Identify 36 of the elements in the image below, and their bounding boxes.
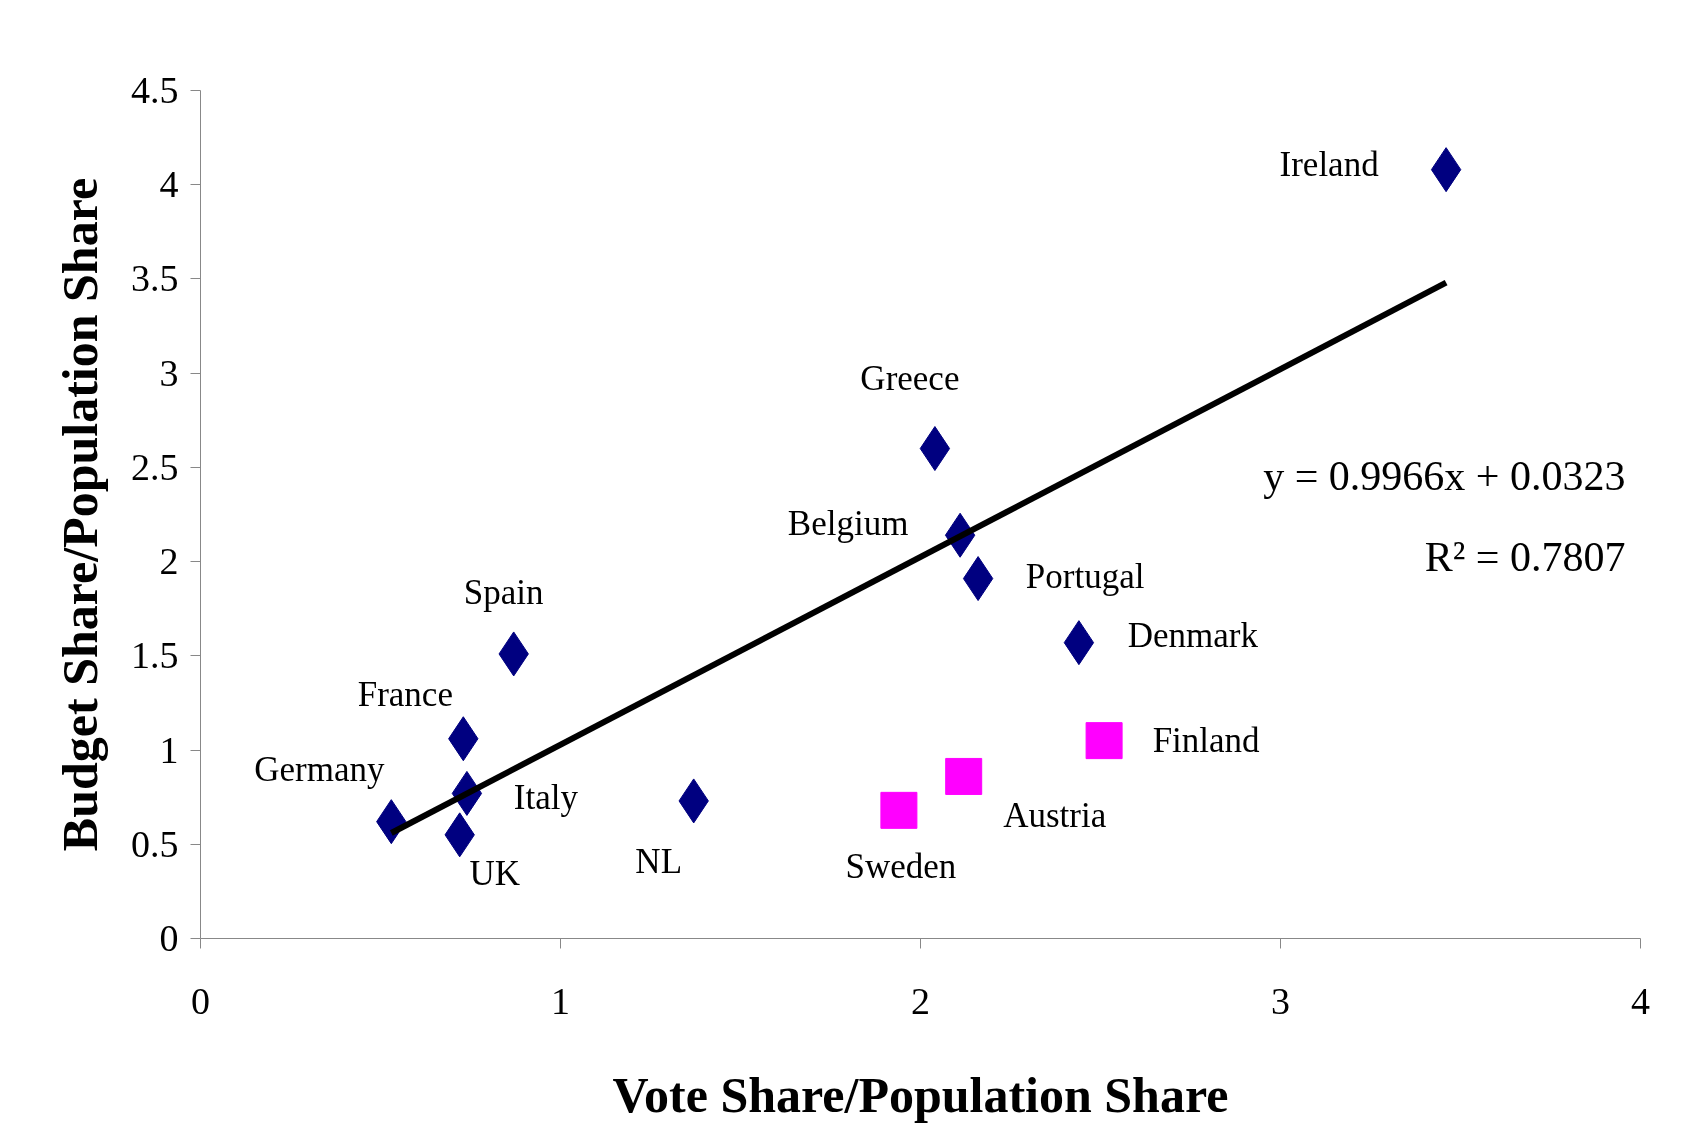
y-tick-label: 4 [159, 163, 179, 206]
annotation: Austria [1003, 795, 1107, 835]
point [945, 757, 983, 795]
y-tick-label: 3 [159, 351, 179, 394]
point [880, 791, 918, 829]
y-axis-title: Budget Share/Population Share [52, 177, 108, 852]
annotation: NL [635, 842, 683, 882]
annotation: Ireland [1279, 145, 1380, 185]
x-tick-label: 2 [911, 979, 930, 1022]
annotation: y = 0.9966x + 0.0323 [1263, 453, 1626, 500]
annotation: France [357, 675, 453, 715]
annotation: Belgium [787, 503, 909, 543]
annotation: UK [469, 854, 520, 894]
annotation: Denmark [1127, 616, 1259, 656]
point [1085, 722, 1123, 760]
y-tick-label: 2 [159, 540, 179, 583]
y-tick-label: 3.5 [131, 257, 179, 300]
annotation: Germany [254, 750, 385, 790]
y-tick-label: 4.5 [131, 69, 179, 111]
x-tick-label: 4 [1631, 979, 1650, 1022]
annotation: Spain [463, 573, 544, 613]
annotation: Sweden [845, 846, 957, 886]
annotation: Finland [1152, 721, 1261, 761]
y-tick-label: 0 [159, 917, 179, 959]
annotation: Portugal [1025, 557, 1145, 597]
y-tick-label: 1.5 [131, 634, 179, 677]
y-tick-label: 1 [159, 728, 179, 771]
y-tick-label: 0.5 [131, 822, 179, 865]
annotation: Greece [860, 359, 960, 399]
x-tick-label: 3 [1271, 979, 1290, 1022]
x-tick-label: 1 [551, 979, 570, 1022]
x-tick-label: 0 [191, 979, 210, 1022]
annotation: Italy [513, 777, 579, 817]
y-tick-label: 2.5 [131, 445, 179, 488]
annotation: R² = 0.7807 [1424, 533, 1626, 580]
x-axis-title: Vote Share/Population Share [612, 1066, 1229, 1123]
